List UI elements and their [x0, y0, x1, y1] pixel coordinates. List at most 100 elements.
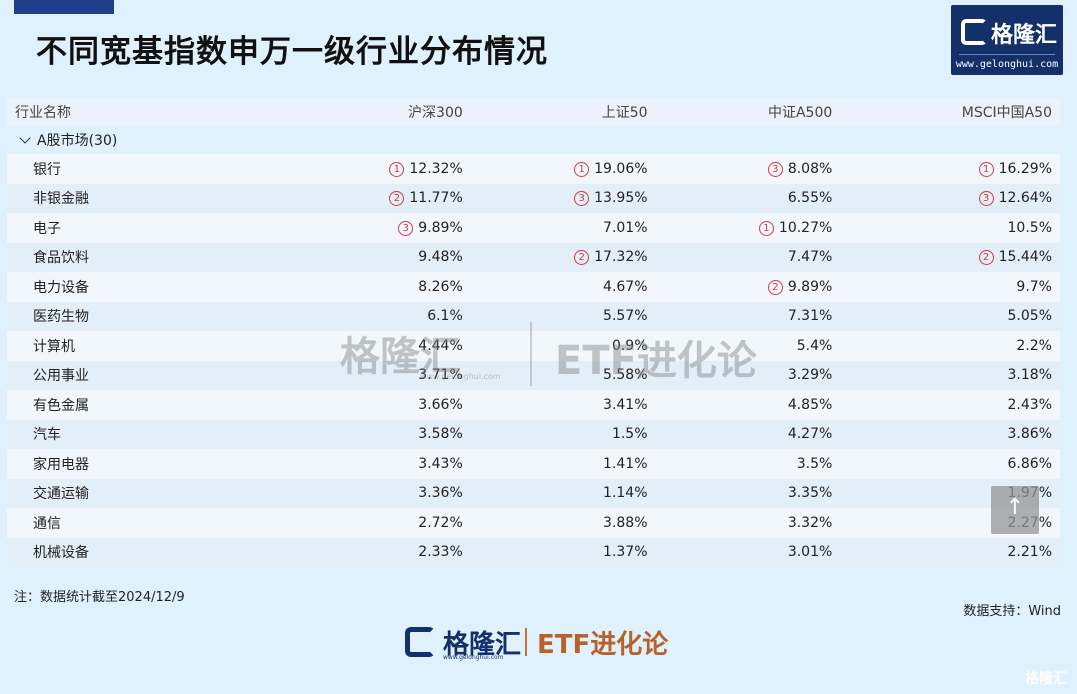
header-a500[interactable]: 中证A500 [655, 98, 841, 126]
value-text: 6.1% [427, 308, 463, 325]
value-cell-a500: 3.32% [655, 508, 841, 538]
value-text: 3.36% [418, 485, 463, 502]
table-row[interactable]: 汽车 3.58% 1.5% 4.27% 3.86% [7, 419, 1060, 449]
value-text: 4.67% [603, 278, 648, 295]
industry-distribution-table: 行业名称 沪深300 上证50 中证A500 MSCI中国A50 A股市场(30… [7, 98, 1060, 567]
value-cell-hs300: 6.1% [286, 301, 471, 331]
rank-badge: 2 [574, 250, 590, 266]
value-text: 3.18% [1007, 367, 1052, 384]
scroll-to-top-button[interactable]: ↑ [991, 486, 1039, 534]
value-cell-sz50: 2 17.32% [470, 242, 656, 272]
value-text: 6.55% [787, 190, 833, 207]
rank-badge: 1 [389, 161, 405, 177]
rank-badge: 1 [978, 161, 994, 177]
table-row[interactable]: 医药生物 6.1% 5.57% 7.31% 5.05% [7, 301, 1060, 331]
table-row[interactable]: 机械设备 2.33% 1.37% 3.01% 2.21% [7, 537, 1060, 567]
header-sz50[interactable]: 上证50 [470, 98, 656, 126]
table-row[interactable]: 家用电器 3.43% 1.41% 3.5% 6.86% [7, 449, 1060, 479]
value-text: 9.48% [418, 249, 463, 266]
footer-column: ETF进化论 [537, 630, 669, 660]
value-cell-sz50: 3 13.95% [470, 183, 656, 213]
chevron-down-icon[interactable] [19, 132, 31, 144]
footer-divider [525, 628, 527, 656]
value-cell-msci-a50: 1 16.29% [840, 154, 1060, 184]
table-row[interactable]: 银行 1 12.32% 1 19.06% 3 8.08% 1 16.29% [7, 154, 1060, 184]
table-row[interactable]: 电子 3 9.89% 7.01% 1 10.27% 10.5% [7, 213, 1060, 243]
industry-name-cell: 交通运输 [7, 478, 286, 508]
value-cell-sz50: 4.67% [470, 272, 656, 302]
value-text: 5.05% [1007, 308, 1052, 325]
value-cell-sz50: 5.58% [470, 360, 656, 390]
industry-name-cell: 公用事业 [7, 360, 286, 390]
value-cell-a500: 7.31% [655, 301, 841, 331]
value-cell-hs300: 2 11.77% [286, 183, 471, 213]
table-row[interactable]: 食品饮料 9.48% 2 17.32% 7.47% 2 15.44% [7, 242, 1060, 272]
value-text: 4.44% [418, 337, 463, 354]
group-row[interactable]: A股市场(30) [7, 126, 1060, 154]
value-cell-sz50: 1.41% [470, 449, 656, 479]
table-row[interactable]: 通信2.72%3.88%3.32%2.27% [7, 508, 1060, 538]
watermark-column: ETF进化论 [555, 338, 757, 384]
value-text: 9.89% [787, 278, 833, 295]
table-row[interactable]: 有色金属 3.66% 3.41% 4.85% 2.43% [7, 390, 1060, 420]
value-text: 2.43% [1007, 396, 1052, 413]
value-text: 5.4% [796, 337, 833, 354]
table-row[interactable]: 非银金融 2 11.77% 3 13.95% 6.55% 3 12.64% [7, 183, 1060, 213]
value-text: 7.01% [603, 219, 648, 236]
industry-name-cell: 食品饮料 [7, 242, 286, 272]
value-cell-sz50: 3.88% [470, 508, 656, 538]
value-cell-msci-a50: 3.18% [840, 360, 1060, 390]
industry-name-cell: 汽车 [7, 419, 286, 449]
industry-name-cell: 银行 [7, 154, 286, 184]
value-text: 12.64% [998, 190, 1052, 207]
industry-name-cell: 电子 [7, 213, 286, 243]
value-text: 1.5% [611, 426, 648, 443]
table-row[interactable]: 电力设备 8.26% 4.67% 2 9.89% 9.7% [7, 272, 1060, 302]
brand-logo: 格隆汇 www.gelonghui.com [951, 5, 1063, 75]
rank-badge: 1 [758, 220, 774, 236]
rank-badge: 2 [767, 279, 783, 295]
value-text: 3.5% [796, 455, 833, 472]
header-msci-a50[interactable]: MSCI中国A50 [840, 98, 1060, 126]
value-cell-hs300: 4.44% [286, 331, 471, 361]
value-cell-hs300: 3.36% [286, 478, 471, 508]
value-cell-sz50: 7.01% [470, 213, 656, 243]
logo-g-icon [961, 19, 987, 45]
footer-brand: 格隆汇 [443, 630, 522, 660]
page-title: 不同宽基指数申万一级行业分布情况 [36, 34, 548, 70]
value-cell-a500: 3.29% [655, 360, 841, 390]
logo-url: www.gelonghui.com [955, 59, 1059, 70]
value-text: 3.32% [787, 514, 833, 531]
table-row[interactable]: 计算机 4.44% 0.9% 5.4% 2.2% [7, 331, 1060, 361]
table-row[interactable]: 公用事业 3.71% 5.58% 3.29% 3.18% [7, 360, 1060, 390]
industry-name-cell: 电力设备 [7, 272, 286, 302]
corner-decoration-bar [14, 0, 114, 14]
value-text: 0.9% [611, 337, 648, 354]
value-text: 7.47% [787, 249, 833, 266]
header-hs300[interactable]: 沪深300 [286, 98, 471, 126]
value-text: 8.08% [787, 160, 833, 177]
industry-name-cell: 家用电器 [7, 449, 286, 479]
value-text: 10.5% [1007, 219, 1052, 236]
value-cell-msci-a50: 6.86% [840, 449, 1060, 479]
value-text: 11.77% [409, 190, 463, 207]
value-text: 5.58% [603, 367, 648, 384]
value-text: 15.44% [998, 249, 1052, 266]
value-cell-msci-a50: 10.5% [840, 213, 1060, 243]
header-industry[interactable]: 行业名称 [7, 98, 286, 126]
value-cell-hs300: 3.66% [286, 390, 471, 420]
value-cell-a500: 7.47% [655, 242, 841, 272]
value-cell-a500: 4.85% [655, 390, 841, 420]
data-source: 数据支持：Wind [963, 604, 1061, 619]
arrow-up-icon[interactable]: ↑ [1005, 495, 1025, 520]
group-cell[interactable]: A股市场(30) [7, 126, 1060, 154]
value-text: 1.37% [603, 544, 648, 561]
value-text: 9.7% [1016, 278, 1052, 295]
value-cell-sz50: 5.57% [470, 301, 656, 331]
value-text: 7.31% [787, 308, 833, 325]
value-cell-a500: 6.55% [655, 183, 841, 213]
value-cell-hs300: 1 12.32% [286, 154, 471, 184]
value-cell-a500: 1 10.27% [655, 213, 841, 243]
industry-name-cell: 医药生物 [7, 301, 286, 331]
